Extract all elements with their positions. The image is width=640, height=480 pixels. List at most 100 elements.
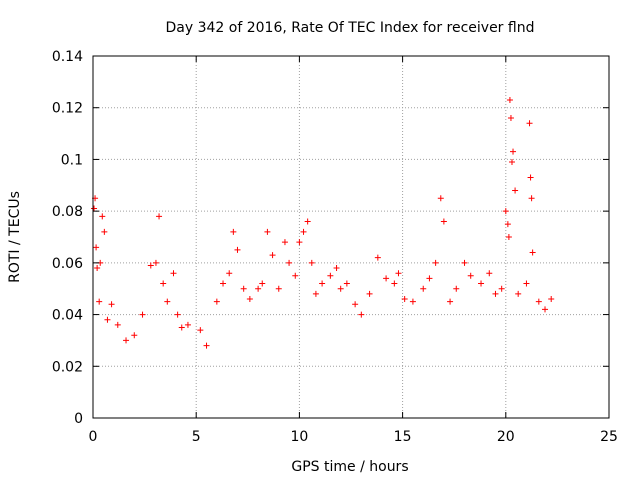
data-point bbox=[308, 259, 315, 266]
data-point bbox=[240, 285, 247, 292]
data-point bbox=[101, 228, 108, 235]
data-point bbox=[492, 290, 499, 297]
data-point bbox=[515, 290, 522, 297]
x-axis-label: GPS time / hours bbox=[291, 459, 408, 475]
data-point bbox=[506, 96, 513, 103]
data-point bbox=[478, 280, 485, 287]
x-tick-label: 10 bbox=[290, 429, 308, 445]
data-point bbox=[508, 159, 515, 166]
data-point bbox=[275, 285, 282, 292]
data-point bbox=[486, 270, 493, 277]
x-tick-label: 25 bbox=[600, 429, 618, 445]
x-tick-label: 20 bbox=[497, 429, 515, 445]
data-point bbox=[213, 298, 220, 305]
data-point bbox=[498, 285, 505, 292]
data-point bbox=[281, 239, 288, 246]
y-tick-label: 0.08 bbox=[52, 204, 83, 220]
data-point bbox=[139, 311, 146, 318]
y-tick-label: 0.04 bbox=[52, 308, 83, 324]
data-point bbox=[114, 321, 121, 328]
data-point bbox=[426, 275, 433, 282]
data-point bbox=[234, 246, 241, 253]
data-point bbox=[170, 270, 177, 277]
data-point bbox=[108, 301, 115, 308]
data-point bbox=[374, 254, 381, 261]
data-point bbox=[264, 228, 271, 235]
data-point bbox=[147, 262, 154, 269]
x-tick-label: 0 bbox=[89, 429, 98, 445]
data-point bbox=[319, 280, 326, 287]
data-point bbox=[91, 205, 98, 212]
data-point bbox=[440, 218, 447, 225]
data-point bbox=[292, 272, 299, 279]
data-point bbox=[343, 280, 350, 287]
data-point bbox=[337, 285, 344, 292]
data-point bbox=[269, 252, 276, 259]
y-tick-label: 0.1 bbox=[61, 152, 83, 168]
data-point bbox=[178, 324, 185, 331]
data-point bbox=[409, 298, 416, 305]
data-point bbox=[467, 272, 474, 279]
data-point bbox=[93, 244, 100, 251]
data-point bbox=[504, 221, 511, 228]
data-point bbox=[395, 270, 402, 277]
data-point bbox=[156, 213, 163, 220]
data-point bbox=[535, 298, 542, 305]
data-point bbox=[96, 298, 103, 305]
y-axis-label: ROTI / TECUs bbox=[7, 191, 23, 283]
data-point bbox=[447, 298, 454, 305]
data-point bbox=[104, 316, 111, 323]
data-point bbox=[296, 239, 303, 246]
plot-frame bbox=[92, 55, 610, 419]
data-point bbox=[528, 195, 535, 202]
y-tick-label: 0.14 bbox=[52, 49, 83, 65]
data-point bbox=[203, 342, 210, 349]
data-point bbox=[548, 296, 555, 303]
data-point bbox=[160, 280, 167, 287]
data-point bbox=[527, 174, 534, 181]
data-point bbox=[333, 265, 340, 272]
data-point bbox=[391, 280, 398, 287]
x-tick-label: 15 bbox=[394, 429, 412, 445]
data-point bbox=[184, 321, 191, 328]
data-point bbox=[366, 290, 373, 297]
data-points bbox=[91, 96, 555, 349]
data-point bbox=[420, 285, 427, 292]
data-point bbox=[523, 280, 530, 287]
data-point bbox=[94, 265, 101, 272]
data-point bbox=[286, 259, 293, 266]
data-point bbox=[432, 259, 439, 266]
data-point bbox=[383, 275, 390, 282]
data-point bbox=[312, 290, 319, 297]
y-tick-label: 0 bbox=[74, 411, 83, 427]
data-point bbox=[529, 249, 536, 256]
grid-lines bbox=[93, 56, 609, 418]
data-point bbox=[230, 228, 237, 235]
data-point bbox=[401, 296, 408, 303]
y-tick-label: 0.02 bbox=[52, 359, 83, 375]
data-point bbox=[542, 306, 549, 313]
data-point bbox=[259, 280, 266, 287]
data-point bbox=[461, 259, 468, 266]
axis-ticks: 0 5 10 15 20 25 0 0.02 0.04 0.06 0.08 0.1 0.12 0.14 bbox=[52, 49, 618, 445]
data-point bbox=[123, 337, 130, 344]
data-point bbox=[131, 332, 138, 339]
data-point bbox=[352, 301, 359, 308]
x-tick-label: 5 bbox=[192, 429, 201, 445]
series-roti bbox=[91, 96, 555, 349]
chart-title: Day 342 of 2016, Rate Of TEC Index for r… bbox=[166, 20, 535, 36]
data-point bbox=[358, 311, 365, 318]
y-tick-label: 0.12 bbox=[52, 101, 83, 117]
data-point bbox=[437, 195, 444, 202]
data-point bbox=[226, 270, 233, 277]
data-point bbox=[152, 259, 159, 266]
data-point bbox=[246, 296, 253, 303]
data-point bbox=[507, 115, 514, 122]
data-point bbox=[453, 285, 460, 292]
data-point bbox=[164, 298, 171, 305]
data-point bbox=[526, 120, 533, 127]
data-point bbox=[220, 280, 227, 287]
data-point bbox=[174, 311, 181, 318]
data-point bbox=[502, 208, 509, 215]
